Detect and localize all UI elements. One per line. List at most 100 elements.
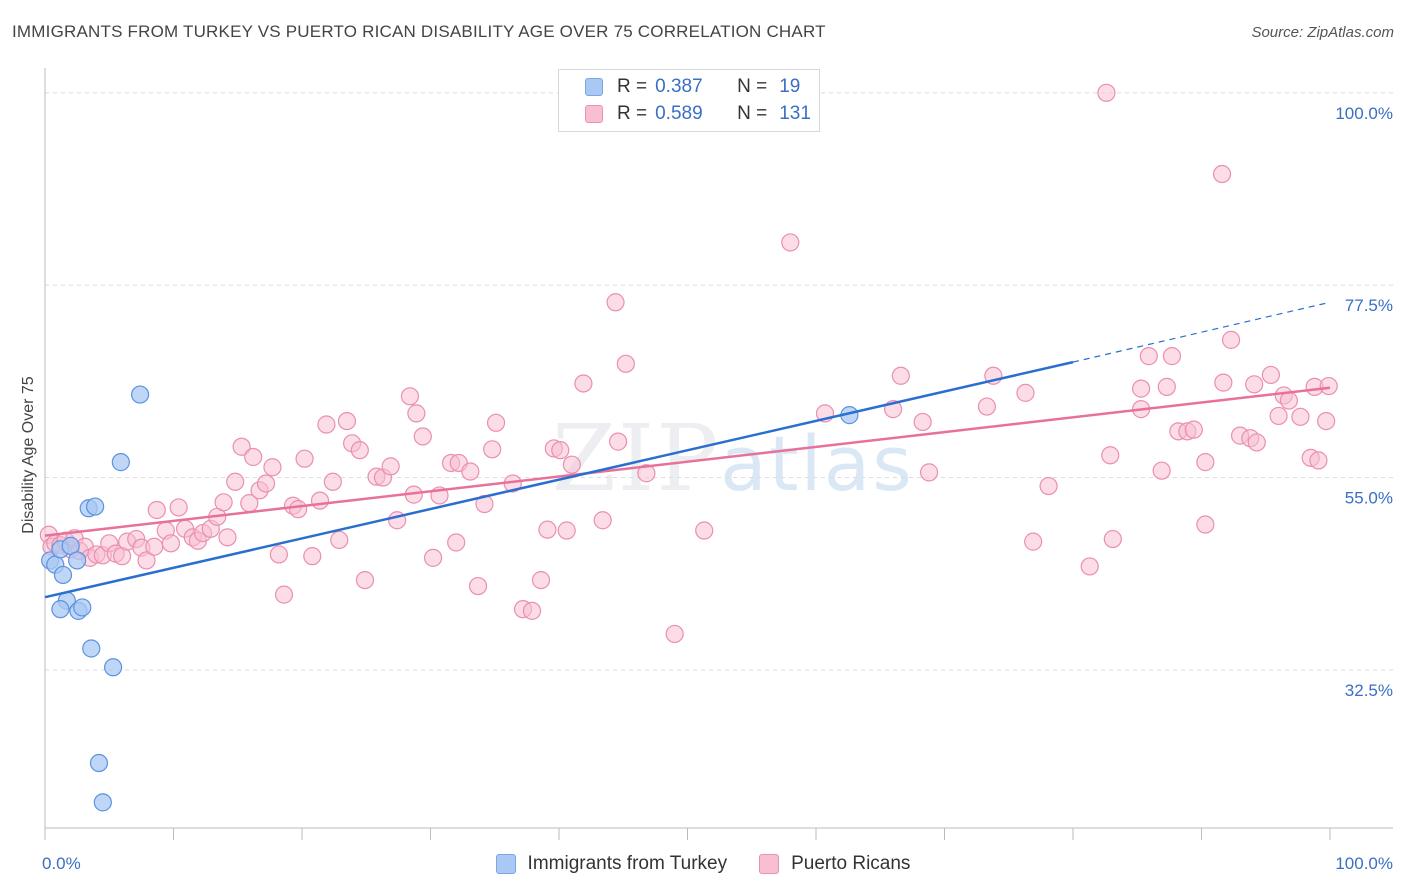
puerto-rican-point bbox=[232, 437, 251, 456]
axis-layer bbox=[44, 68, 1393, 840]
puerto-rican-point bbox=[400, 387, 420, 406]
puerto-rican-point bbox=[355, 570, 375, 590]
puerto-rican-point bbox=[1157, 377, 1176, 396]
puerto-rican-point bbox=[1214, 373, 1233, 392]
turkey-point bbox=[51, 600, 70, 619]
puerto-rican-point bbox=[531, 570, 551, 590]
puerto-rican-point bbox=[1309, 451, 1328, 470]
y-tick-label: 100.0% bbox=[1335, 104, 1393, 123]
watermark-zip: ZIP bbox=[552, 405, 721, 512]
puerto-rican-point bbox=[1080, 557, 1099, 576]
puerto-rican-point bbox=[381, 457, 400, 476]
legend-swatch-turkey bbox=[585, 78, 603, 96]
legend-swatch-puerto-rican bbox=[585, 105, 603, 123]
legend-label-turkey: Immigrants from Turkey bbox=[527, 853, 728, 874]
puerto-rican-point bbox=[169, 498, 188, 517]
turkey-point bbox=[86, 497, 105, 516]
puerto-rican-trendline bbox=[44, 386, 1331, 537]
puerto-rican-point bbox=[337, 411, 357, 431]
puerto-rican-point bbox=[606, 293, 625, 312]
puerto-rican-point bbox=[317, 415, 336, 434]
y-tick-label: 32.5% bbox=[1345, 681, 1393, 700]
watermark-atlas: atlas bbox=[720, 419, 914, 508]
puerto-rican-point bbox=[145, 537, 164, 556]
puerto-rican-point bbox=[609, 432, 628, 451]
puerto-rican-point bbox=[538, 520, 557, 539]
puerto-rican-point bbox=[244, 447, 263, 467]
puerto-rican-point bbox=[1162, 347, 1182, 366]
turkey-trendline bbox=[44, 360, 1074, 599]
puerto-rican-point bbox=[1152, 461, 1171, 480]
puerto-rican-point bbox=[256, 474, 276, 493]
puerto-rican-point bbox=[1279, 391, 1298, 410]
puerto-rican-point bbox=[263, 458, 282, 477]
puerto-rican-point bbox=[637, 464, 656, 483]
label-layer: 32.5% 55.0% 77.5% 100.0% 0.0% 100.0% Disabilit… bbox=[20, 104, 1393, 873]
puerto-rican-point bbox=[977, 397, 997, 416]
puerto-rican-point bbox=[1016, 383, 1035, 402]
legend-r-label: R = bbox=[617, 103, 648, 124]
puerto-rican-point bbox=[330, 530, 349, 550]
puerto-rican-point bbox=[303, 547, 322, 566]
puerto-rican-point bbox=[1269, 406, 1288, 426]
puerto-rican-point bbox=[486, 413, 506, 432]
puerto-rican-point bbox=[423, 548, 443, 567]
turkey-point bbox=[82, 639, 101, 658]
legend-swatch-puerto-rican bbox=[759, 854, 780, 874]
watermark: ZIPatlas bbox=[552, 405, 914, 512]
turkey-point bbox=[89, 753, 109, 773]
legend-swatch-turkey bbox=[495, 854, 516, 874]
turkey-point bbox=[111, 453, 130, 472]
puerto-rican-point bbox=[1184, 420, 1203, 439]
puerto-rican-point bbox=[557, 521, 576, 540]
puerto-rican-point bbox=[1245, 375, 1264, 394]
legend-label-puerto-rican: Puerto Ricans bbox=[791, 853, 911, 874]
legend-n-label: N = bbox=[737, 76, 768, 97]
puerto-rican-point bbox=[1221, 330, 1241, 349]
puerto-rican-point bbox=[695, 521, 714, 540]
turkey-point bbox=[73, 598, 92, 617]
puerto-rican-point bbox=[781, 233, 800, 252]
puerto-rican-point bbox=[1317, 411, 1336, 431]
puerto-rican-point bbox=[891, 366, 910, 385]
y-tick-label: 55.0% bbox=[1345, 489, 1393, 508]
puerto-rican-point bbox=[310, 491, 330, 510]
legend-item-turkey[interactable]: Immigrants from Turkey bbox=[495, 853, 728, 875]
puerto-rican-point bbox=[1132, 379, 1151, 398]
legend-item-puerto-rican[interactable]: Puerto Ricans bbox=[759, 853, 910, 875]
legend-n-value: 131 bbox=[779, 103, 811, 124]
puerto-rican-point bbox=[413, 427, 432, 446]
source-label: Source: ZipAtlas.com bbox=[1251, 24, 1394, 41]
puerto-rican-point bbox=[461, 462, 480, 481]
puerto-rican-point bbox=[1097, 83, 1116, 102]
puerto-rican-point bbox=[274, 585, 294, 604]
puerto-rican-point bbox=[161, 534, 181, 553]
turkey-point bbox=[104, 658, 123, 677]
puerto-rican-point bbox=[350, 441, 369, 460]
puerto-rican-point bbox=[323, 472, 342, 491]
puerto-rican-point bbox=[1196, 453, 1215, 472]
puerto-rican-point bbox=[1101, 446, 1120, 465]
puerto-rican-point bbox=[1212, 164, 1232, 184]
puerto-rican-point bbox=[551, 441, 570, 460]
legend-r-label: R = bbox=[617, 76, 648, 97]
puerto-rican-point bbox=[1196, 515, 1215, 534]
grid-layer bbox=[45, 92, 1393, 671]
puerto-rican-point bbox=[1247, 433, 1266, 452]
puerto-rican-point bbox=[522, 601, 542, 620]
page-title: IMMIGRANTS FROM TURKEY VS PUERTO RICAN D… bbox=[12, 22, 826, 41]
puerto-rican-point bbox=[574, 374, 593, 393]
puerto-rican-point bbox=[1039, 476, 1058, 496]
trend-layer bbox=[44, 301, 1331, 599]
legend-n-label: N = bbox=[737, 103, 768, 124]
puerto-rican-point bbox=[214, 493, 233, 512]
puerto-rican-point bbox=[1024, 532, 1043, 551]
puerto-rican-point bbox=[468, 576, 488, 596]
puerto-rican-point bbox=[147, 500, 166, 520]
correlation-legend: R = 0.387 N = 19 R = 0.589 N = 131 bbox=[558, 69, 820, 132]
puerto-rican-point bbox=[913, 412, 932, 432]
puerto-rican-point bbox=[269, 545, 288, 564]
y-tick-label: 77.5% bbox=[1345, 296, 1393, 315]
y-axis-label: Disability Age Over 75 bbox=[20, 376, 37, 534]
